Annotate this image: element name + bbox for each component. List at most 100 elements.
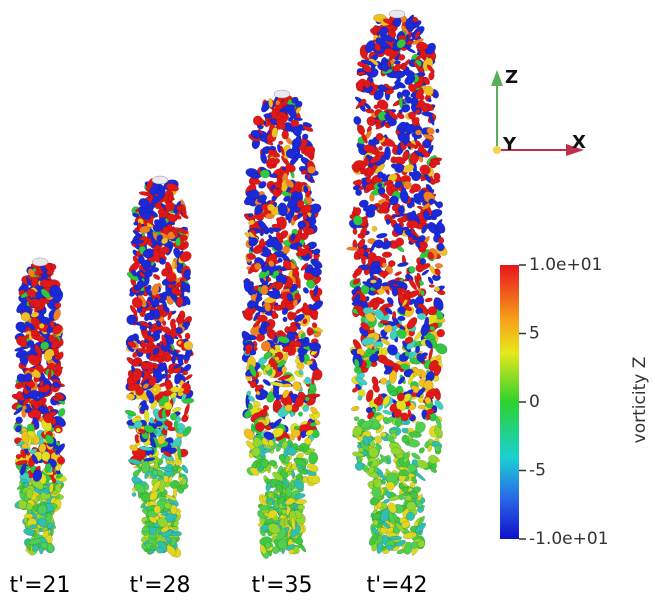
colorbar: [500, 265, 519, 539]
vortex-blob: [34, 403, 39, 409]
vortex-blob: [392, 311, 396, 319]
vortex-blob: [353, 207, 357, 215]
panel-label: t'=28: [129, 573, 190, 598]
vortex-blob: [52, 491, 57, 495]
vortex-blob: [311, 213, 316, 222]
vortex-blob: [415, 129, 422, 135]
z-arrow: [491, 70, 503, 86]
vortex-blob: [26, 488, 33, 498]
vortex-blob: [144, 362, 155, 370]
vortex-blob: [424, 297, 432, 303]
colorbar-tick-label: -5: [529, 461, 546, 481]
vortex-blob: [392, 286, 399, 296]
vortex-blob: [436, 129, 440, 133]
vortex-blob: [386, 219, 390, 225]
vortex-blob: [401, 435, 409, 444]
plume-cap: [389, 10, 405, 18]
panel-label: t'=35: [251, 573, 312, 598]
colorbar-tick-label: 1.0e+01: [529, 255, 602, 275]
vortex-blob: [298, 411, 304, 417]
vortex-blob: [306, 191, 311, 197]
vortex-blob: [377, 171, 384, 178]
vortex-blob: [397, 261, 409, 267]
vortex-blob: [429, 284, 435, 287]
vortex-blob: [265, 479, 271, 483]
vortex-blob: [257, 315, 268, 322]
vortex-blob: [376, 298, 383, 303]
vortex-blob: [305, 228, 314, 236]
y-axis: [493, 146, 501, 154]
vortex-blob: [398, 470, 409, 477]
vortex-blob: [156, 330, 162, 334]
vortex-blob: [155, 421, 163, 427]
plume-cap: [152, 176, 168, 184]
vortex-blob: [183, 403, 191, 417]
vortex-blob: [270, 422, 275, 428]
vortex-blob: [389, 429, 398, 433]
vortex-blob: [309, 342, 321, 351]
vortex-blob: [311, 376, 314, 385]
vortex-blob: [374, 333, 380, 341]
vortex-blob: [394, 271, 402, 277]
vortex-blob: [268, 492, 273, 498]
vortex-blob: [273, 494, 277, 498]
plume-cap: [274, 90, 290, 98]
vortex-blob: [398, 205, 405, 214]
vortex-blob: [358, 233, 363, 238]
vortex-blob: [310, 422, 317, 427]
axes-triad: Z Y X: [491, 67, 586, 156]
x-label: X: [572, 132, 586, 153]
vortex-blob: [346, 247, 358, 251]
panel-label: t'=42: [366, 573, 427, 598]
vortex-blob: [290, 412, 295, 417]
vortex-blob: [185, 333, 191, 340]
vortex-blob: [373, 520, 379, 526]
vortex-blob: [370, 279, 377, 283]
plumes: [11, 10, 450, 560]
vortex-blob: [152, 273, 161, 281]
vortex-blob: [411, 184, 421, 193]
vortex-blob: [389, 196, 398, 205]
vortex-blob: [269, 173, 278, 178]
vortex-blob: [382, 545, 386, 551]
vortex-blob: [167, 368, 173, 374]
vortex-blob: [249, 173, 261, 179]
colorbar-tick-label: 0: [529, 392, 540, 412]
vortex-blob: [299, 470, 308, 474]
z-label: Z: [505, 67, 518, 88]
colorbar-tick-label: 5: [529, 324, 540, 344]
vortex-blob: [371, 225, 378, 232]
vortex-blob: [264, 322, 270, 326]
vortex-blob: [55, 428, 61, 433]
vortex-blob: [382, 252, 392, 258]
vortex-blob: [149, 417, 154, 424]
vortex-blob: [162, 321, 166, 326]
vortex-blob: [351, 405, 360, 411]
y-label: Y: [502, 134, 517, 155]
vortex-blob: [30, 524, 38, 529]
vortex-blob: [283, 317, 288, 322]
vortex-blob: [352, 115, 362, 126]
plume-cap: [32, 258, 48, 266]
vortex-blob: [418, 446, 426, 454]
vortex-blob: [264, 303, 271, 312]
vortex-blob: [173, 487, 177, 497]
vortex-blob: [382, 262, 387, 267]
vortex-blob: [273, 305, 281, 310]
colorbar-tick-label: -1.0e+01: [529, 529, 609, 549]
vortex-blob: [24, 513, 33, 518]
vortex-blob: [369, 194, 374, 202]
vortex-blob: [175, 283, 179, 289]
vortex-blob: [288, 211, 292, 224]
vortex-blob: [296, 446, 304, 450]
vortex-blob: [389, 536, 402, 540]
vortex-blob: [389, 260, 395, 266]
vortex-blob: [380, 432, 386, 437]
vortex-blob: [131, 492, 136, 497]
vortex-blob: [435, 263, 443, 268]
vortex-blob: [248, 403, 253, 410]
colorbar-title: vorticity Z: [630, 357, 650, 444]
panel-label: t'=21: [9, 573, 70, 598]
vortex-blob: [414, 521, 419, 526]
